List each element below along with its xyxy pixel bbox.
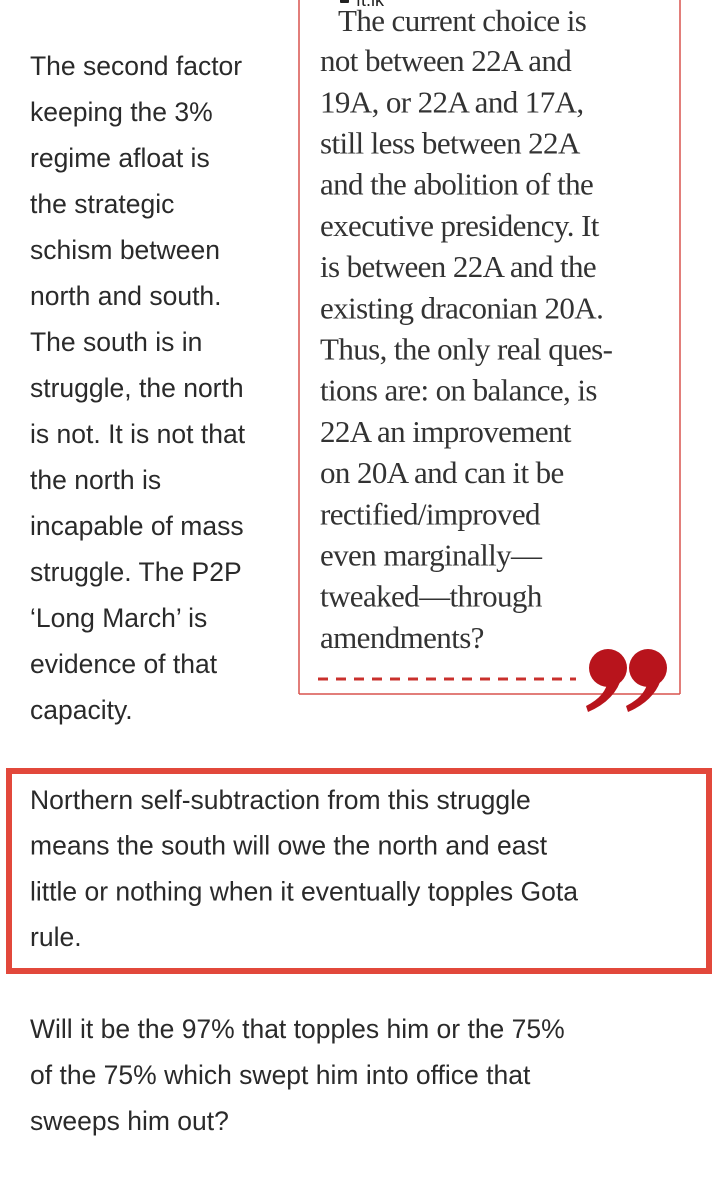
quote-mark	[586, 649, 667, 712]
pull-quote-line: Thus, the only real ques-	[320, 332, 613, 367]
left-column-line: struggle, the north	[30, 373, 244, 403]
left-column-line: the north is	[30, 465, 161, 495]
pull-quote-line: still less between 22A	[320, 126, 581, 161]
pull-quote-line: 19A, or 22A and 17A,	[320, 84, 584, 119]
left-column-line: evidence of that	[30, 649, 218, 679]
left-column-line: ‘Long March’ is	[30, 603, 207, 633]
pull-quote-line: existing draconian 20A.	[320, 290, 603, 325]
highlight-line: Northern self-subtraction from this stru…	[30, 785, 531, 815]
pull-quote-line: tweaked—through	[320, 579, 543, 614]
pull-quote-line: and the abolition of the	[320, 167, 593, 202]
left-column-line: regime afloat is	[30, 143, 210, 173]
closing-line: of the 75% which swept him into office t…	[30, 1060, 531, 1090]
closing-line: Will it be the 97% that topples him or t…	[30, 1014, 565, 1044]
lock-icon	[340, 0, 349, 3]
left-column-line: struggle. The P2P	[30, 557, 242, 587]
pull-quote-line: rectified/improved	[320, 496, 541, 531]
closing-line: sweeps him out?	[30, 1106, 229, 1136]
highlight-box	[6, 768, 712, 974]
pull-quote-line: is between 22A and the	[320, 249, 596, 284]
pull-quote-line: 22A an improvement	[320, 414, 572, 449]
highlight-line: little or nothing when it eventually top…	[30, 876, 578, 906]
pull-quote-line: tions are: on balance, is	[320, 373, 597, 408]
pull-quote-line: amendments?	[320, 620, 484, 655]
highlight-line: rule.	[30, 922, 82, 952]
pull-quote-line: executive presidency. It	[320, 208, 600, 243]
left-column-line: schism between	[30, 235, 220, 265]
left-column-line: incapable of mass	[30, 511, 244, 541]
left-column-line: the strategic	[30, 189, 174, 219]
left-column-line: is not. It is not that	[30, 419, 246, 449]
pull-quote-cut-line: The current choice is	[338, 3, 586, 38]
left-column-line: The south is in	[30, 327, 202, 357]
left-column-line: north and south.	[30, 281, 222, 311]
highlight-line: means the south will owe the north and e…	[30, 831, 548, 861]
url: ft.lk	[356, 0, 385, 10]
pull-quote-line: even marginally—	[320, 538, 543, 573]
left-column-line: The second factor	[30, 51, 242, 81]
left-column-line: capacity.	[30, 695, 133, 725]
pull-quote-line: on 20A and can it be	[320, 455, 564, 490]
pull-quote-line: not between 22A and	[320, 43, 572, 78]
left-column-line: keeping the 3%	[30, 97, 213, 127]
